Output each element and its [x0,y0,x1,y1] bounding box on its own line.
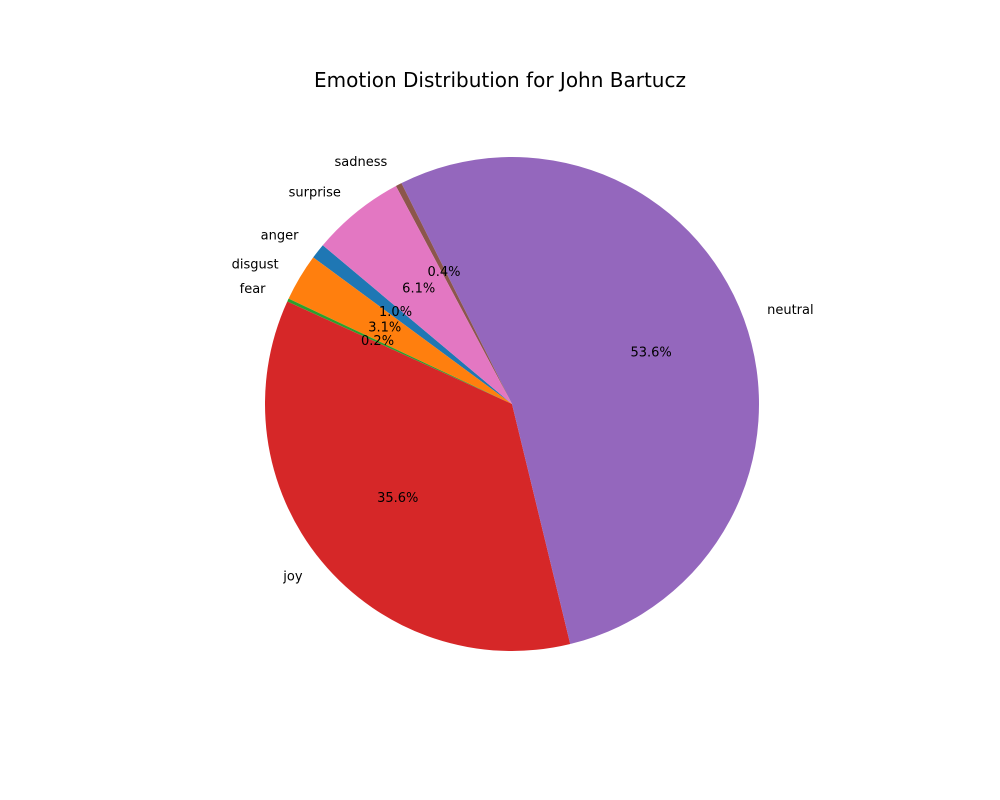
pct-disgust: 3.1% [368,321,401,336]
pie-slices [265,157,759,652]
slice-sadness [395,183,512,404]
pct-joy: 35.6% [377,491,418,506]
pie-labels: anger 1.0% disgust 3.1% fear 0.2% joy 35.6% neut… [232,155,814,584]
slice-fear [287,298,512,404]
label-sadness: sadness [335,155,388,170]
label-surprise: surprise [289,185,341,200]
chart-title: Emotion Distribution for John Bartucz [314,68,686,92]
slice-neutral [401,157,759,645]
slice-joy [265,301,571,652]
slice-anger [313,245,512,404]
pct-anger: 1.0% [379,305,412,320]
slice-surprise [322,185,512,404]
slice-disgust [288,257,512,404]
pct-surprise: 6.1% [402,281,435,296]
label-disgust: disgust [232,257,279,272]
label-joy: joy [282,570,303,585]
pct-neutral: 53.6% [630,346,671,361]
pct-fear: 0.2% [361,334,394,349]
pct-sadness: 0.4% [427,265,460,280]
label-anger: anger [261,228,299,243]
label-neutral: neutral [767,303,814,318]
label-fear: fear [240,282,267,297]
